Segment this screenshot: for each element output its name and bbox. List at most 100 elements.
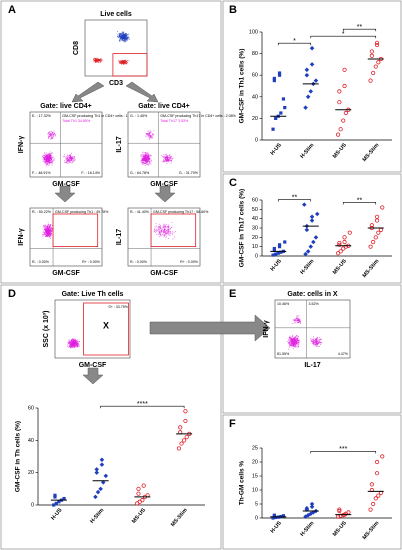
arrow [82, 367, 104, 385]
flow-event [161, 233, 163, 235]
data-point [342, 83, 347, 89]
data-point [343, 110, 348, 116]
flow-event [159, 233, 161, 235]
flow-event [46, 163, 48, 165]
flow-event [44, 225, 46, 227]
flow-event [142, 164, 144, 166]
flow-quadrant-label: S+ : 33.75% [108, 305, 128, 309]
data-point [99, 462, 105, 467]
flow-event [148, 135, 150, 137]
panel-f-border [222, 414, 402, 550]
flow-event [312, 340, 314, 342]
flow-event [157, 230, 159, 232]
flow-event [49, 153, 51, 155]
flow-event [73, 160, 75, 162]
flow-event [155, 229, 157, 231]
flow-event [43, 155, 45, 157]
flow-event [74, 347, 76, 349]
flow-quadrant-label: Total Th17 3.53% [160, 119, 189, 123]
flow-event [126, 61, 128, 63]
flow-event [162, 231, 164, 233]
flow-event [66, 160, 68, 162]
y-tick-label: 40 [252, 94, 258, 100]
flow-event [150, 160, 152, 162]
flow-event [318, 339, 320, 341]
flow-event [68, 339, 70, 341]
flow-event [141, 162, 143, 164]
flow-event [147, 151, 149, 153]
flow-event [295, 318, 297, 320]
flow-event [122, 32, 124, 34]
y-axis-label: Th-GM cells % [239, 461, 246, 506]
flow-event [294, 346, 296, 348]
flow-event [69, 154, 71, 156]
flow-event [299, 323, 301, 325]
flow-event [119, 34, 121, 36]
flow-event [297, 339, 299, 341]
flow-event [166, 156, 168, 158]
flow-event [290, 343, 292, 345]
flow-event [165, 159, 167, 161]
data-point [335, 132, 341, 137]
flow-quadrant-label: R+ : 0.00% [180, 260, 199, 264]
flow-event [150, 135, 152, 137]
flow-event [43, 225, 45, 227]
flow-event [289, 336, 291, 338]
data-point [371, 239, 376, 245]
flow-event [166, 158, 168, 160]
flow-event [164, 225, 166, 227]
flow-event [294, 322, 296, 324]
flow-event [70, 339, 72, 341]
flow-event [143, 153, 145, 155]
x-tick-label: H-US [50, 507, 63, 521]
flow-event [48, 163, 50, 165]
flow-event [318, 341, 320, 343]
flow-event [47, 231, 49, 233]
flow-event [160, 226, 162, 228]
flow-event [128, 38, 130, 40]
flow-event [290, 336, 292, 338]
flow-event [77, 341, 79, 343]
data-point [62, 496, 66, 501]
flow-event [63, 155, 65, 157]
data-point [183, 418, 188, 424]
flow-event [290, 339, 292, 341]
flow-event [294, 338, 296, 340]
flow-event [152, 135, 154, 137]
flow-event [171, 222, 173, 224]
flow-event [46, 226, 48, 228]
y-tick-label: 20 [28, 470, 34, 476]
flow-event [162, 226, 164, 228]
flow-event [149, 138, 151, 140]
flow-event [166, 154, 168, 156]
flow-event [47, 226, 49, 228]
flow-event [291, 335, 293, 337]
y-tick-label: 5 [255, 501, 258, 507]
flow-event [316, 344, 318, 346]
y-tick-label: 80 [252, 51, 258, 57]
data-point [176, 446, 182, 451]
flow-event [48, 159, 50, 161]
flow-plot-frame [127, 207, 201, 267]
significance-label: ** [292, 195, 298, 202]
flow-quadrant-label: GM-CSF producing Th1 : 49.78% [55, 210, 109, 214]
flow-event [75, 344, 77, 346]
flow-event [167, 224, 169, 226]
flow-event [296, 315, 298, 317]
flow-event [168, 233, 170, 235]
flow-quadrant-label: R- : 50.22% [32, 210, 52, 214]
flow-event [73, 344, 75, 346]
flow-event [148, 163, 150, 165]
flow-event [49, 233, 51, 235]
data-point [277, 245, 282, 249]
flow-event [48, 135, 50, 137]
flow-event [173, 232, 175, 234]
flow-event [96, 57, 98, 59]
flow-event [121, 39, 123, 41]
flow-event [166, 162, 168, 164]
flow-event [312, 336, 314, 338]
significance-label: **** [137, 401, 148, 408]
flow-event [317, 340, 319, 342]
y-tick-label: 30 [252, 225, 258, 231]
flow-event [317, 344, 319, 346]
